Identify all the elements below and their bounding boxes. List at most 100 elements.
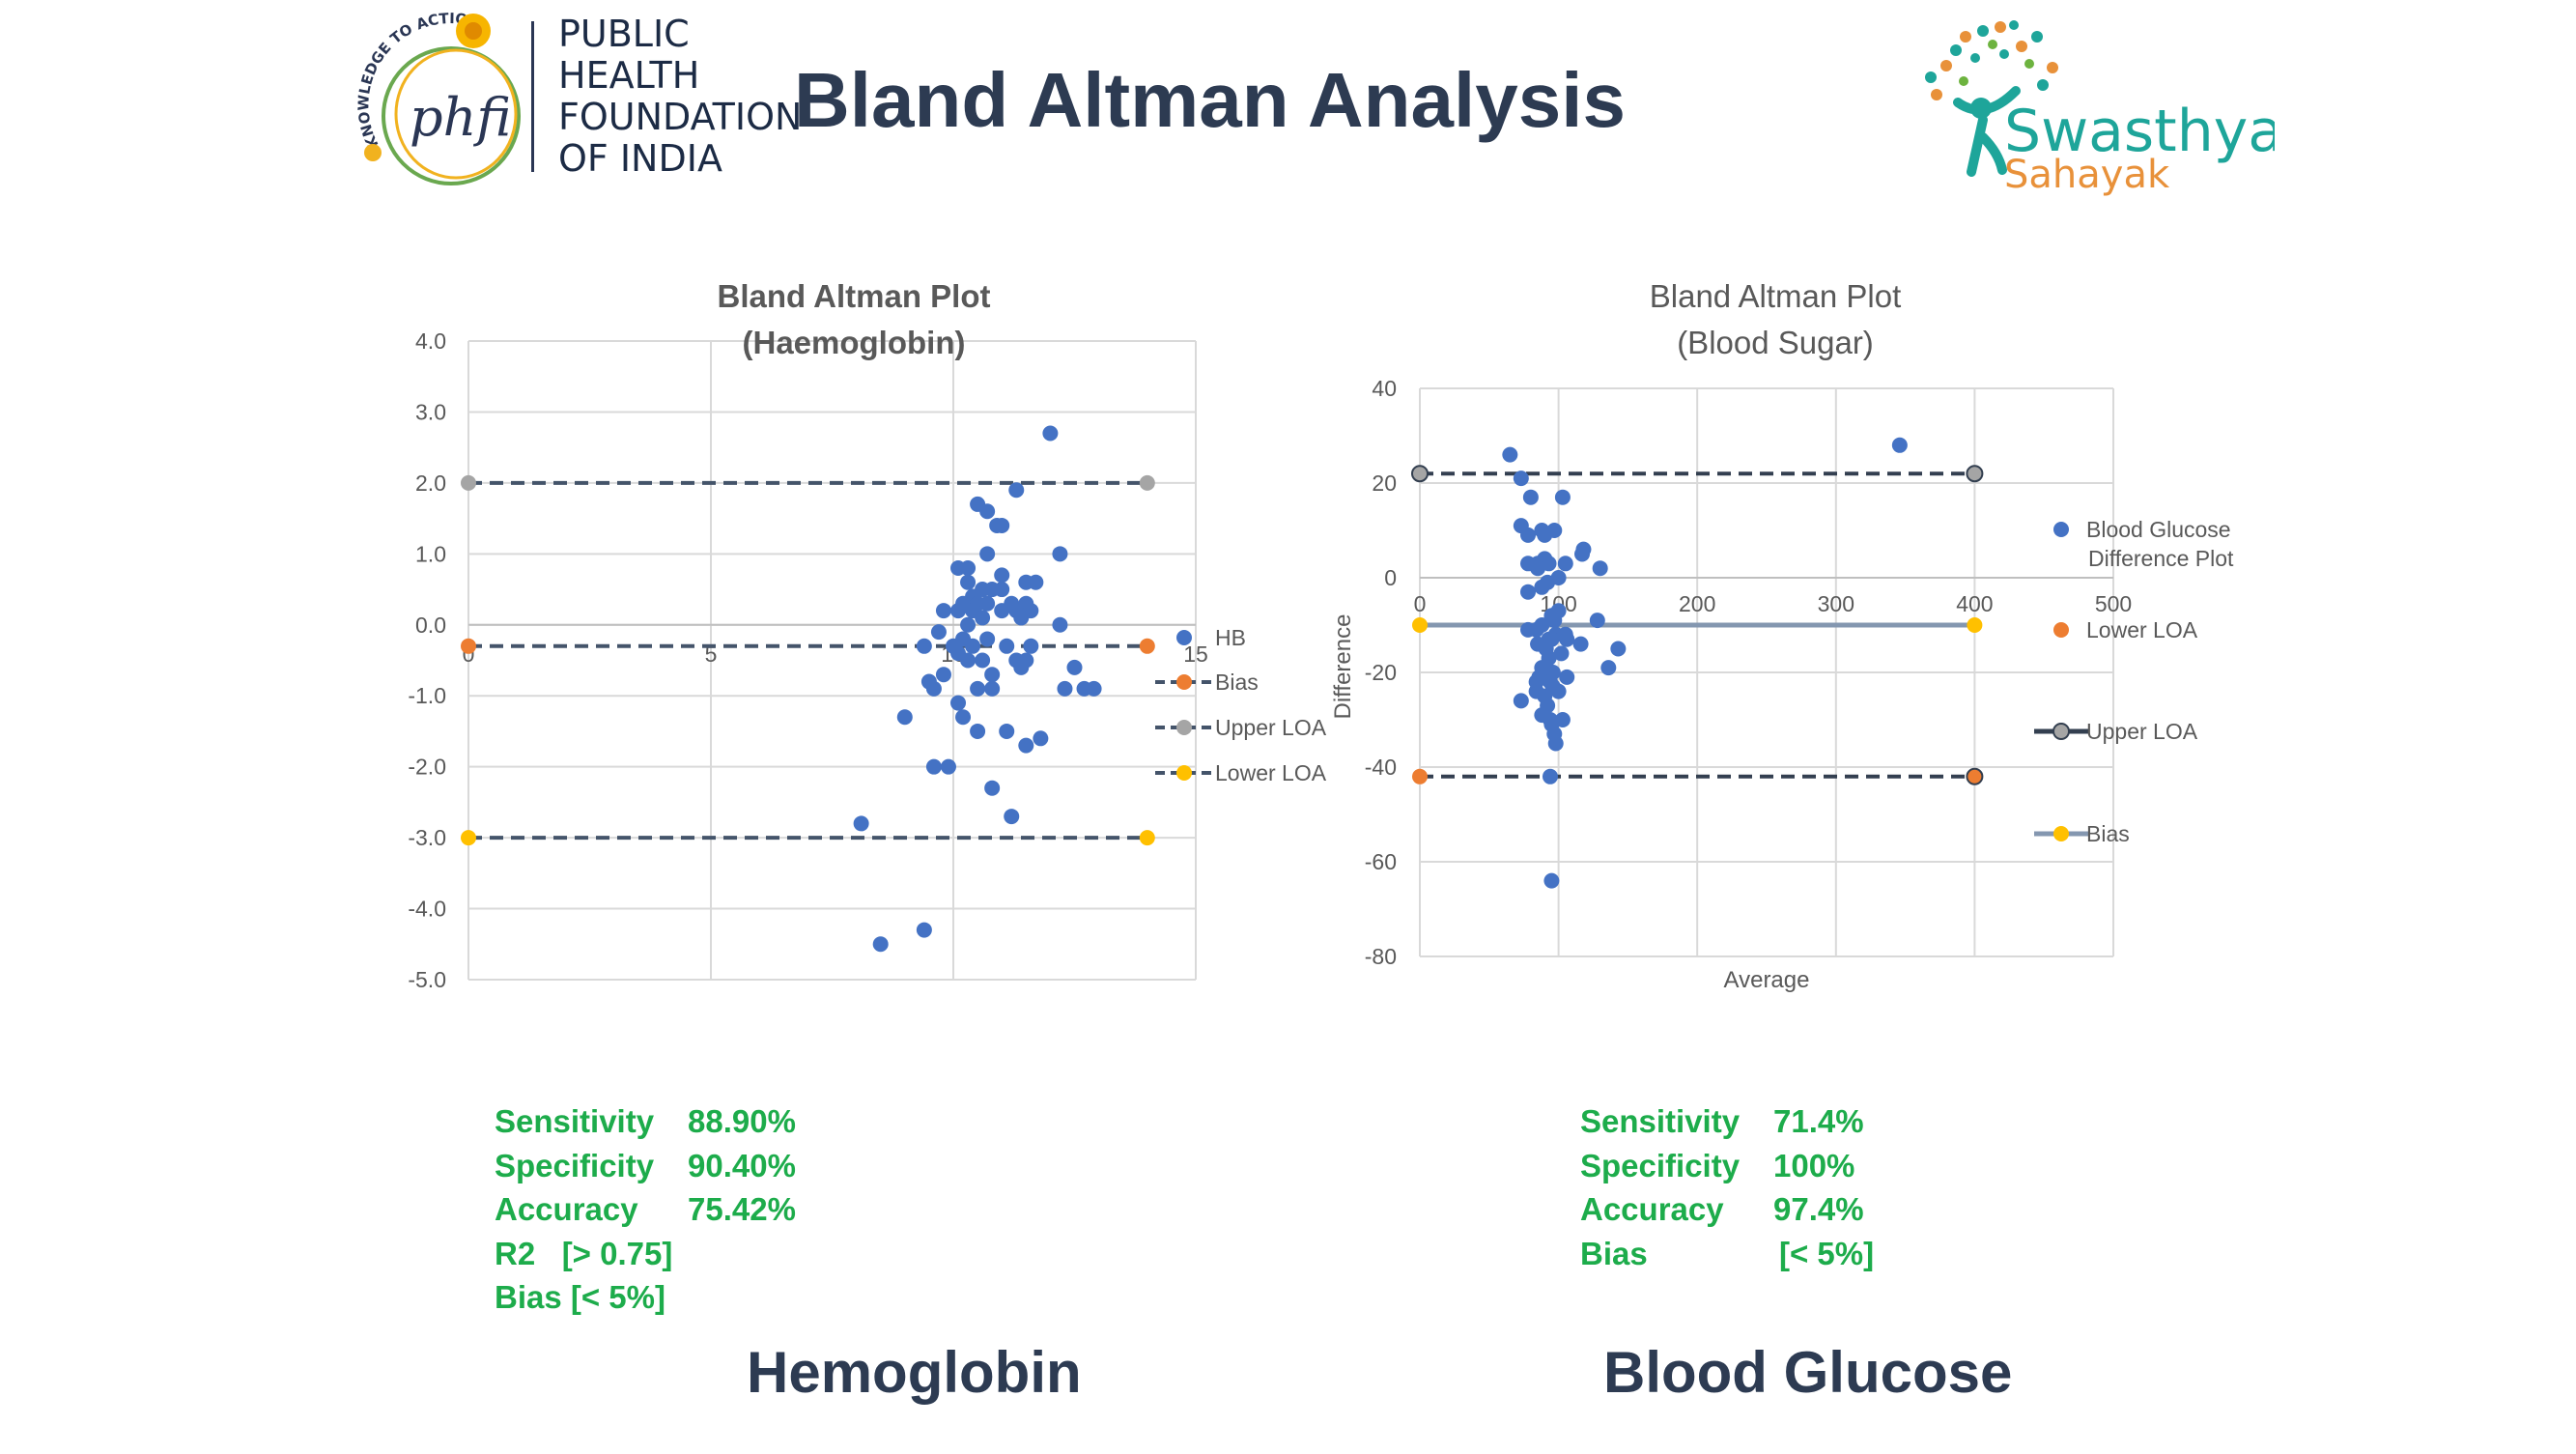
data-point xyxy=(1891,437,1908,453)
stats-hemoglobin: Sensitivity 88.90% Specificity 90.40% Accu… xyxy=(495,1099,796,1320)
data-point xyxy=(1052,546,1068,562)
logo-divider xyxy=(531,21,534,172)
chart-title: (Haemoglobin) xyxy=(743,325,966,360)
data-point xyxy=(1537,527,1553,543)
data-point xyxy=(1554,489,1571,505)
x-tick-label: 500 xyxy=(2095,591,2132,616)
data-point xyxy=(994,603,1010,619)
legend-label: Upper LOA xyxy=(2086,719,2198,744)
y-tick-label: -2.0 xyxy=(408,755,446,780)
legend-marker xyxy=(1176,765,1192,781)
org-name-line: OF INDIA xyxy=(558,137,722,180)
data-point xyxy=(925,758,942,775)
ref-marker xyxy=(461,474,476,491)
org-name: PUBLIC HEALTH FOUNDATION OF INDIA xyxy=(558,14,802,180)
y-tick-label: -5.0 xyxy=(408,967,446,992)
seal-text: phfi xyxy=(410,87,511,148)
phfi-logo: KNOWLEDGE TO ACTION phfi xyxy=(350,0,775,193)
data-point xyxy=(1574,546,1591,562)
data-point xyxy=(1513,470,1529,487)
y-tick-label: -20 xyxy=(1365,660,1397,685)
data-point xyxy=(1502,446,1518,463)
data-point xyxy=(1042,425,1059,442)
data-point xyxy=(916,922,932,938)
data-point xyxy=(960,616,977,633)
data-point xyxy=(1057,680,1073,697)
x-tick-label: 15 xyxy=(1183,641,1208,667)
legend-marker xyxy=(1176,630,1192,645)
data-point xyxy=(935,667,951,683)
ref-marker xyxy=(461,638,476,654)
stat-label: Accuracy xyxy=(495,1191,638,1227)
legend-marker xyxy=(2053,522,2069,537)
y-tick-label: -40 xyxy=(1365,755,1397,780)
y-tick-label: 2.0 xyxy=(415,470,446,496)
stat-row: Specificity 90.40% xyxy=(495,1144,796,1188)
data-point xyxy=(1052,616,1068,633)
legend-marker xyxy=(1176,674,1192,690)
y-tick-label: 40 xyxy=(1372,376,1397,401)
chart-title: (Blood Sugar) xyxy=(1677,325,1874,360)
data-point xyxy=(979,595,996,612)
y-tick-label: -1.0 xyxy=(408,683,446,708)
data-point xyxy=(1559,631,1575,647)
tree-person-icon: Swasthya Sahayak xyxy=(1925,20,2283,197)
data-point xyxy=(984,667,1001,683)
data-point xyxy=(1520,527,1537,543)
data-point xyxy=(994,567,1010,584)
data-point xyxy=(950,603,967,619)
logo-word-swasthya: Swasthya xyxy=(2004,98,2275,165)
legend-label: Lower LOA xyxy=(2086,617,2198,642)
y-axis-title: Difference xyxy=(1330,614,1356,720)
y-tick-label: -4.0 xyxy=(408,897,446,922)
stat-label: Bias xyxy=(1580,1235,1648,1271)
stat-row: Bias [< 5%] xyxy=(1580,1232,1874,1276)
data-point xyxy=(1547,735,1564,752)
data-point xyxy=(853,815,869,832)
stat-label: Bias [< 5%] xyxy=(495,1279,665,1315)
stat-row: R2 [> 0.75] xyxy=(495,1232,672,1276)
x-axis-title: Average xyxy=(1724,967,1810,993)
stat-row: Specificity 100% xyxy=(1580,1144,1854,1188)
data-point xyxy=(1008,482,1025,499)
data-point xyxy=(979,546,996,562)
stat-value: 88.90% xyxy=(688,1103,796,1139)
stat-row: Sensitivity 88.90% xyxy=(495,1099,796,1144)
data-point xyxy=(1592,560,1608,577)
data-point xyxy=(960,652,977,669)
stat-value: 90.40% xyxy=(688,1147,796,1183)
legend-label: Bias xyxy=(2086,821,2130,846)
data-point xyxy=(1520,584,1537,600)
data-point xyxy=(994,517,1010,533)
data-point xyxy=(979,631,996,647)
data-point xyxy=(1018,737,1034,754)
stat-label: Specificity xyxy=(1580,1147,1741,1183)
data-point xyxy=(955,709,972,726)
stat-row: Accuracy 97.4% xyxy=(1580,1187,1864,1232)
data-point xyxy=(1513,693,1529,709)
ref-marker xyxy=(1139,474,1155,491)
chart-title: Bland Altman Plot xyxy=(1650,278,1902,314)
y-tick-label: 0 xyxy=(1384,565,1397,590)
chart-title: Bland Altman Plot xyxy=(718,278,991,314)
data-point xyxy=(984,680,1001,697)
data-point xyxy=(975,610,991,626)
ref-marker xyxy=(1139,830,1155,846)
data-point xyxy=(984,780,1001,796)
phfi-seal-icon: KNOWLEDGE TO ACTION phfi xyxy=(354,10,521,185)
data-point xyxy=(916,638,932,654)
stat-label: R2 [> 0.75] xyxy=(495,1235,673,1271)
legend-marker xyxy=(2053,622,2069,638)
footer-hemoglobin: Hemoglobin xyxy=(747,1340,1082,1405)
ref-marker xyxy=(1139,638,1155,654)
y-tick-label: 20 xyxy=(1372,470,1397,496)
data-point xyxy=(1023,638,1039,654)
legend-label: Lower LOA xyxy=(1215,760,1327,785)
stat-value: [< 5%] xyxy=(1779,1235,1875,1271)
ref-marker xyxy=(1412,617,1428,633)
x-tick-label: 0 xyxy=(1414,591,1427,616)
